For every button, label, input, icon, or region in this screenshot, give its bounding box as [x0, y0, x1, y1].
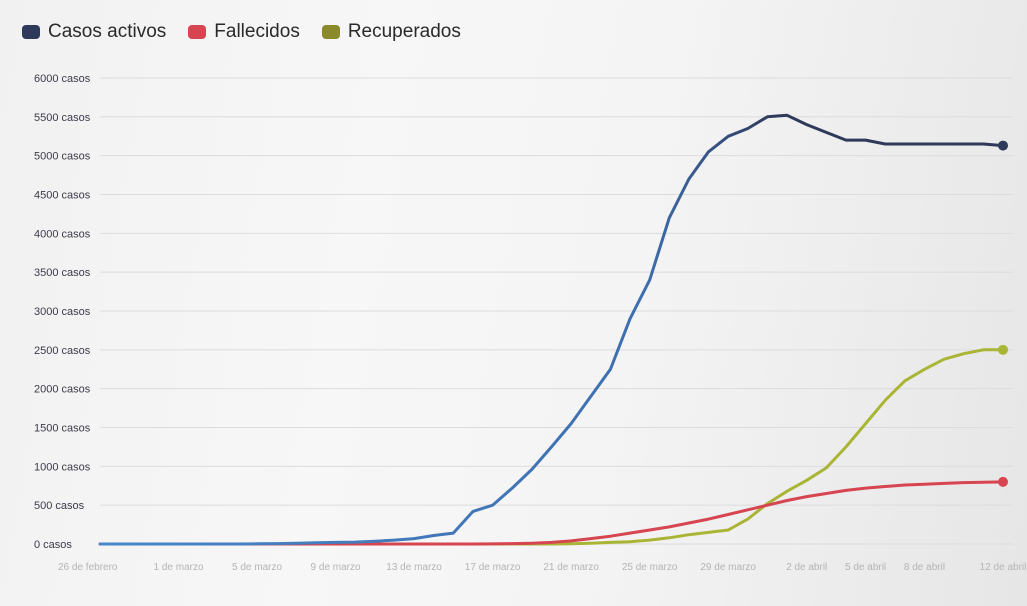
x-tick-label: 9 de marzo — [311, 562, 361, 573]
x-tick-label: 2 de abril — [786, 562, 827, 573]
grid-lines — [100, 77, 1013, 545]
series-endpoint-fallecidos[interactable] — [998, 476, 1008, 487]
y-tick-label: 2500 casos — [34, 345, 91, 357]
legend-label: Fallecidos — [214, 21, 300, 42]
y-tick-label: 500 casos — [34, 500, 85, 512]
x-tick-label: 21 de marzo — [543, 562, 599, 573]
legend-label: Recuperados — [347, 21, 461, 42]
y-tick-label: 2000 casos — [34, 384, 91, 396]
x-tick-label: 8 de abril — [904, 562, 945, 573]
x-tick-label: 17 de marzo — [465, 562, 521, 573]
series-lines — [98, 113, 1008, 546]
x-tick-label: 5 de abril — [845, 562, 886, 573]
chart-legend: Casos activos Fallecidos Recuperados — [22, 14, 461, 50]
x-tick-label: 26 de febrero — [58, 562, 118, 573]
legend-swatch-casos-activos — [22, 25, 40, 39]
y-tick-label: 6000 casos — [34, 73, 91, 85]
legend-swatch-fallecidos — [188, 25, 207, 39]
x-tick-label: 13 de marzo — [386, 562, 442, 573]
y-tick-label: 3500 casos — [34, 267, 91, 279]
y-tick-label: 1000 casos — [34, 461, 91, 473]
x-tick-label: 1 de marzo — [154, 562, 204, 573]
y-tick-label: 5500 casos — [34, 112, 91, 124]
series-endpoint-casos-activos[interactable] — [998, 140, 1008, 151]
y-tick-label: 4500 casos — [34, 190, 91, 202]
x-tick-label: 29 de marzo — [700, 562, 756, 573]
x-tick-label: 12 de abril — [980, 562, 1027, 573]
legend-swatch-recuperados — [321, 25, 340, 39]
series-line-fallecidos[interactable] — [98, 480, 1005, 546]
y-tick-label: 4000 casos — [34, 228, 91, 240]
y-axis: 0 casos 500 casos 1000 casos 1500 casos 2000… — [34, 73, 91, 551]
legend-label: Casos activos — [48, 21, 167, 42]
y-tick-label: 1500 casos — [34, 423, 91, 435]
y-tick-label: 0 casos — [34, 539, 72, 551]
x-tick-label: 5 de marzo — [232, 562, 282, 573]
legend-item-casos-activos[interactable]: Casos activos — [22, 21, 166, 43]
y-tick-label: 5000 casos — [34, 151, 91, 163]
legend-item-recuperados[interactable]: Recuperados — [321, 21, 461, 43]
x-tick-label: 25 de marzo — [622, 562, 678, 573]
legend-item-fallecidos[interactable]: Fallecidos — [188, 21, 300, 43]
series-line-casos-activos[interactable] — [98, 113, 1005, 546]
series-endpoint-recuperados[interactable] — [998, 344, 1008, 355]
x-axis: 26 de febrero 1 de marzo 5 de marzo 9 de ma… — [58, 562, 1026, 573]
y-tick-label: 3000 casos — [34, 306, 91, 318]
